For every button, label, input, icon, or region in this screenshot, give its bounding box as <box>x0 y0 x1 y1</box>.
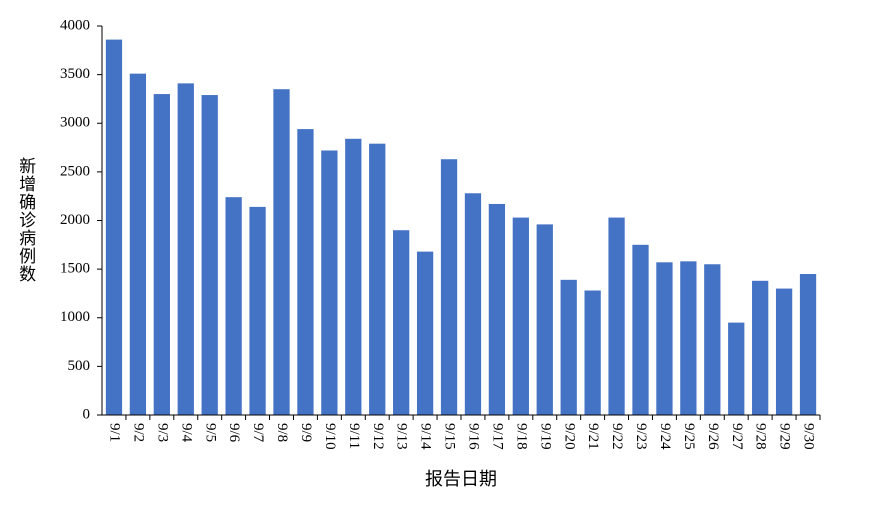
x-tick-label: 9/21 <box>585 423 601 450</box>
x-tick-label: 9/11 <box>346 423 362 449</box>
x-tick-label: 9/17 <box>489 423 505 450</box>
x-tick-label: 9/2 <box>130 423 146 442</box>
x-tick-label: 9/26 <box>705 423 721 450</box>
bar <box>321 150 338 416</box>
x-tick-label: 9/13 <box>394 423 410 450</box>
bar <box>704 264 721 415</box>
bar <box>369 143 386 416</box>
x-tick-label: 9/28 <box>753 423 769 450</box>
y-tick-label: 500 <box>68 358 91 374</box>
bar <box>656 262 673 415</box>
x-tick-label: 9/15 <box>442 423 458 450</box>
bar <box>560 279 577 415</box>
x-tick-label: 9/9 <box>298 423 314 442</box>
x-tick-label: 9/27 <box>729 423 745 450</box>
y-tick-label: 2500 <box>60 163 90 179</box>
x-tick-label: 9/20 <box>561 423 577 450</box>
x-tick-label: 9/23 <box>633 423 649 450</box>
bar <box>129 73 147 415</box>
y-tick-label: 3000 <box>60 115 90 131</box>
x-tick-label: 9/3 <box>154 423 170 442</box>
y-tick-label: 1000 <box>60 309 90 325</box>
x-tick-label: 9/12 <box>370 423 386 450</box>
bar <box>799 273 817 415</box>
x-tick-label: 9/18 <box>513 423 529 450</box>
y-tick-label: 2000 <box>60 212 90 228</box>
x-tick-label: 9/29 <box>777 423 793 450</box>
bar <box>177 83 194 415</box>
bar <box>680 261 697 415</box>
x-tick-label: 9/4 <box>178 423 194 443</box>
x-tick-label: 9/5 <box>202 423 218 442</box>
y-tick-label: 4000 <box>60 17 90 33</box>
bar <box>464 193 482 415</box>
bar <box>584 290 601 415</box>
bar <box>512 217 529 415</box>
y-tick-label: 3500 <box>60 66 90 82</box>
bar <box>201 95 218 416</box>
bar <box>440 159 458 415</box>
x-tick-label: 9/30 <box>801 423 817 450</box>
x-tick-label: 9/7 <box>250 423 266 443</box>
bar <box>632 244 649 415</box>
bar <box>273 89 290 416</box>
x-tick-label: 9/8 <box>274 423 290 442</box>
y-tick-label: 1500 <box>60 261 90 277</box>
bar <box>249 206 266 415</box>
x-tick-label: 9/6 <box>226 423 242 443</box>
bar <box>153 94 170 415</box>
x-tick-label: 9/19 <box>537 423 553 450</box>
x-tick-label: 9/22 <box>609 423 625 450</box>
bar <box>488 203 506 415</box>
bar <box>752 280 769 415</box>
x-tick-label: 9/14 <box>418 423 434 450</box>
bar <box>728 322 745 415</box>
y-tick-label: 0 <box>83 406 91 422</box>
bar <box>225 197 242 415</box>
bar <box>536 224 553 415</box>
x-tick-label: 9/25 <box>681 423 697 450</box>
x-tick-label: 9/1 <box>107 423 123 442</box>
x-tick-label: 9/16 <box>466 423 482 450</box>
x-tick-label: 9/10 <box>322 423 338 450</box>
bar <box>345 138 362 415</box>
bar <box>105 39 123 416</box>
y-axis-label: 新增确诊病例数 <box>16 157 36 283</box>
x-tick-label: 9/24 <box>657 423 673 450</box>
bar <box>393 230 410 415</box>
bar <box>608 217 625 415</box>
bar <box>775 288 793 415</box>
bar <box>297 129 314 415</box>
bar <box>416 251 434 415</box>
x-axis-label: 报告日期 <box>425 469 497 489</box>
